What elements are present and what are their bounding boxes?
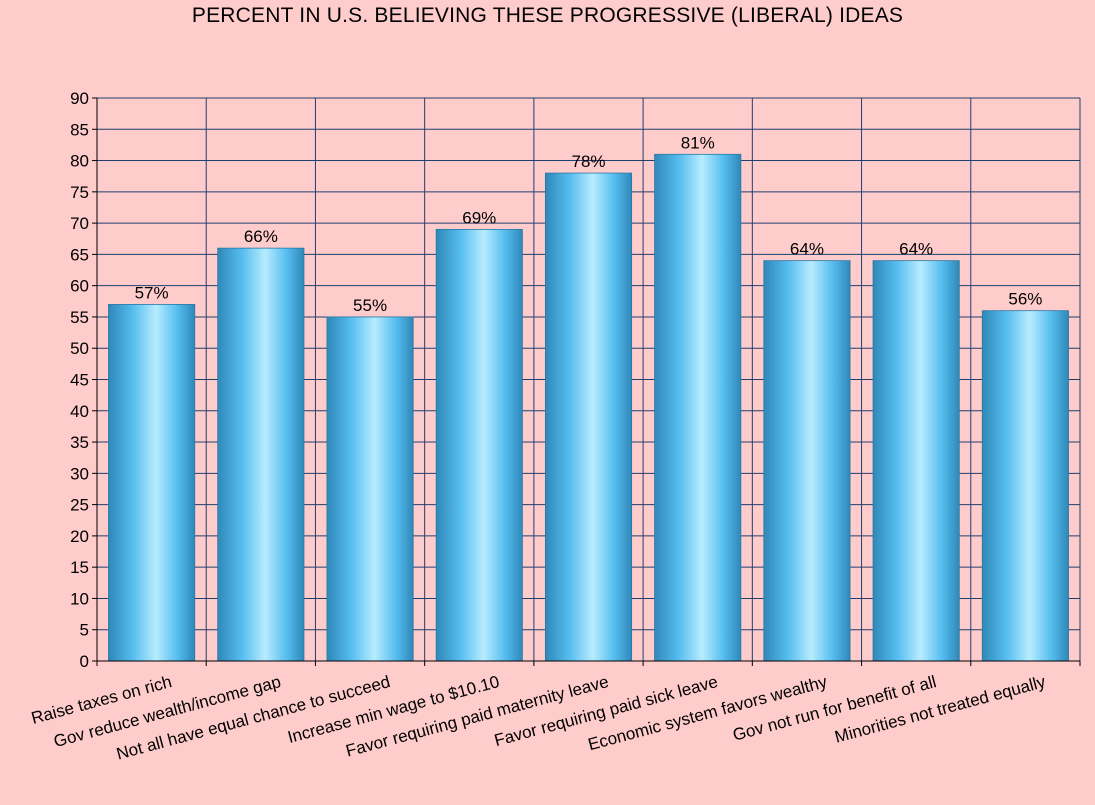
data-label: 64% [790, 240, 824, 259]
bar [872, 260, 960, 662]
y-tick-label: 65 [70, 245, 89, 264]
y-tick-label: 15 [70, 558, 89, 577]
y-tick-label: 50 [70, 339, 89, 358]
bar [108, 304, 196, 662]
y-tick-label: 20 [70, 527, 89, 546]
y-tick-label: 70 [70, 214, 89, 233]
bar [981, 310, 1069, 662]
data-label: 56% [1008, 290, 1042, 309]
y-tick-label: 25 [70, 496, 89, 515]
y-tick-label: 5 [80, 621, 89, 640]
data-label: 64% [899, 240, 933, 259]
bar [763, 260, 851, 662]
y-tick-label: 55 [70, 308, 89, 327]
y-tick-label: 0 [80, 652, 89, 671]
y-tick-label: 80 [70, 152, 89, 171]
axes [92, 97, 1081, 666]
bar [654, 153, 742, 662]
y-tick-label: 75 [70, 183, 89, 202]
data-label: 81% [681, 133, 715, 152]
y-tick-label: 10 [70, 589, 89, 608]
data-label: 78% [571, 152, 605, 171]
y-tick-label: 85 [70, 120, 89, 139]
y-tick-label: 90 [70, 89, 89, 108]
bar [435, 228, 523, 662]
data-label: 57% [135, 283, 169, 302]
y-tick-label: 30 [70, 464, 89, 483]
bar [217, 247, 305, 662]
y-tick-label: 40 [70, 402, 89, 421]
y-tick-label: 60 [70, 277, 89, 296]
bar [544, 172, 633, 662]
bar [326, 316, 414, 662]
y-tick-label: 35 [70, 433, 89, 452]
y-tick-label: 45 [70, 371, 89, 390]
data-label: 66% [244, 227, 278, 246]
data-label: 55% [353, 296, 387, 315]
chart-title: PERCENT IN U.S. BELIEVING THESE PROGRESS… [191, 4, 904, 27]
bars [108, 153, 1069, 662]
data-label: 69% [462, 208, 496, 227]
